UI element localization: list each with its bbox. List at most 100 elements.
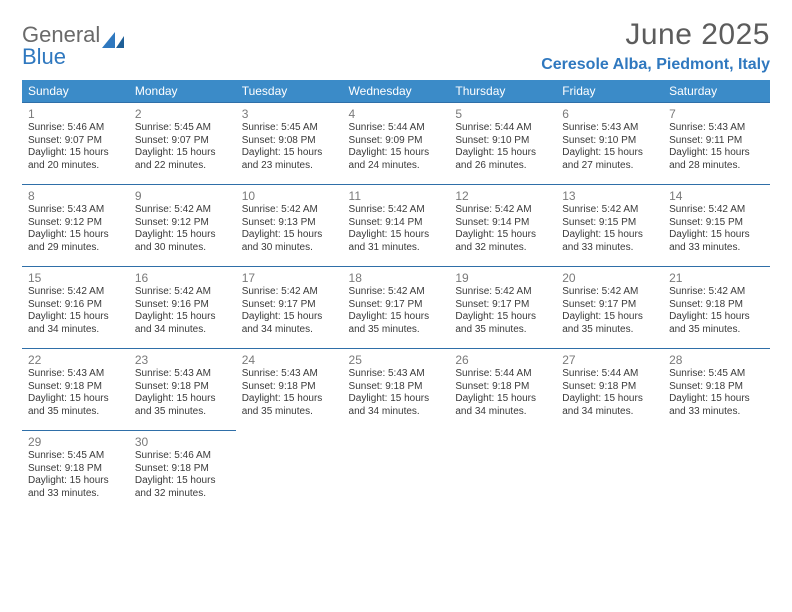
sunrise-line: Sunrise: 5:45 AM <box>242 122 339 135</box>
day-number: 11 <box>347 187 446 204</box>
calendar-week-row: 29Sunrise: 5:45 AMSunset: 9:18 PMDayligh… <box>22 431 770 513</box>
daylight-line-1: Daylight: 15 hours <box>28 475 125 488</box>
sunset-line: Sunset: 9:18 PM <box>455 381 552 394</box>
day-number: 1 <box>26 105 125 122</box>
calendar-day-cell: 5Sunrise: 5:44 AMSunset: 9:10 PMDaylight… <box>449 103 556 185</box>
day-info: Sunrise: 5:42 AMSunset: 9:17 PMDaylight:… <box>453 286 552 336</box>
dow-header-sunday: Sunday <box>22 80 129 103</box>
daylight-line-2: and 35 minutes. <box>562 324 659 337</box>
sunset-line: Sunset: 9:15 PM <box>562 217 659 230</box>
brand-logo: GeneralBlue <box>22 18 124 68</box>
daylight-line-1: Daylight: 15 hours <box>669 311 766 324</box>
sunrise-line: Sunrise: 5:42 AM <box>562 286 659 299</box>
calendar-empty-cell <box>236 431 343 513</box>
day-number: 9 <box>133 187 232 204</box>
daylight-line-1: Daylight: 15 hours <box>455 393 552 406</box>
sunrise-line: Sunrise: 5:45 AM <box>135 122 232 135</box>
sunset-line: Sunset: 9:18 PM <box>135 463 232 476</box>
sunset-line: Sunset: 9:10 PM <box>455 135 552 148</box>
calendar-page: GeneralBlue June 2025 Ceresole Alba, Pie… <box>0 0 792 523</box>
day-info: Sunrise: 5:43 AMSunset: 9:18 PMDaylight:… <box>240 368 339 418</box>
calendar-table: SundayMondayTuesdayWednesdayThursdayFrid… <box>22 80 770 513</box>
daylight-line-1: Daylight: 15 hours <box>242 229 339 242</box>
daylight-line-2: and 34 minutes. <box>455 406 552 419</box>
daylight-line-2: and 33 minutes. <box>28 488 125 501</box>
day-info: Sunrise: 5:42 AMSunset: 9:18 PMDaylight:… <box>667 286 766 336</box>
sunrise-line: Sunrise: 5:43 AM <box>242 368 339 381</box>
daylight-line-1: Daylight: 15 hours <box>455 311 552 324</box>
daylight-line-2: and 24 minutes. <box>349 160 446 173</box>
sunrise-line: Sunrise: 5:42 AM <box>349 286 446 299</box>
daylight-line-1: Daylight: 15 hours <box>669 393 766 406</box>
calendar-week-row: 22Sunrise: 5:43 AMSunset: 9:18 PMDayligh… <box>22 349 770 431</box>
day-number: 29 <box>26 433 125 450</box>
calendar-day-cell: 1Sunrise: 5:46 AMSunset: 9:07 PMDaylight… <box>22 103 129 185</box>
sunset-line: Sunset: 9:07 PM <box>135 135 232 148</box>
daylight-line-1: Daylight: 15 hours <box>669 147 766 160</box>
sunrise-line: Sunrise: 5:43 AM <box>562 122 659 135</box>
daylight-line-2: and 30 minutes. <box>135 242 232 255</box>
daylight-line-2: and 35 minutes. <box>135 406 232 419</box>
calendar-day-cell: 10Sunrise: 5:42 AMSunset: 9:13 PMDayligh… <box>236 185 343 267</box>
sunset-line: Sunset: 9:17 PM <box>562 299 659 312</box>
day-info: Sunrise: 5:44 AMSunset: 9:18 PMDaylight:… <box>560 368 659 418</box>
daylight-line-2: and 32 minutes. <box>455 242 552 255</box>
daylight-line-2: and 35 minutes. <box>455 324 552 337</box>
day-number: 10 <box>240 187 339 204</box>
sunset-line: Sunset: 9:18 PM <box>669 381 766 394</box>
calendar-day-cell: 11Sunrise: 5:42 AMSunset: 9:14 PMDayligh… <box>343 185 450 267</box>
sunset-line: Sunset: 9:14 PM <box>349 217 446 230</box>
day-number: 15 <box>26 269 125 286</box>
day-info: Sunrise: 5:42 AMSunset: 9:12 PMDaylight:… <box>133 204 232 254</box>
sunrise-line: Sunrise: 5:43 AM <box>135 368 232 381</box>
day-number: 12 <box>453 187 552 204</box>
daylight-line-1: Daylight: 15 hours <box>135 475 232 488</box>
daylight-line-2: and 33 minutes. <box>669 242 766 255</box>
daylight-line-1: Daylight: 15 hours <box>242 393 339 406</box>
calendar-week-row: 15Sunrise: 5:42 AMSunset: 9:16 PMDayligh… <box>22 267 770 349</box>
daylight-line-2: and 28 minutes. <box>669 160 766 173</box>
day-info: Sunrise: 5:43 AMSunset: 9:18 PMDaylight:… <box>133 368 232 418</box>
brand-part1: General <box>22 24 100 46</box>
sunrise-line: Sunrise: 5:44 AM <box>349 122 446 135</box>
calendar-day-cell: 4Sunrise: 5:44 AMSunset: 9:09 PMDaylight… <box>343 103 450 185</box>
calendar-day-cell: 22Sunrise: 5:43 AMSunset: 9:18 PMDayligh… <box>22 349 129 431</box>
sunset-line: Sunset: 9:12 PM <box>135 217 232 230</box>
day-number: 28 <box>667 351 766 368</box>
daylight-line-1: Daylight: 15 hours <box>28 311 125 324</box>
daylight-line-1: Daylight: 15 hours <box>28 229 125 242</box>
day-number: 2 <box>133 105 232 122</box>
calendar-day-cell: 30Sunrise: 5:46 AMSunset: 9:18 PMDayligh… <box>129 431 236 513</box>
day-info: Sunrise: 5:44 AMSunset: 9:10 PMDaylight:… <box>453 122 552 172</box>
calendar-week-row: 1Sunrise: 5:46 AM Sunset: 9:07 PM Daylight… <box>22 103 770 185</box>
calendar-day-cell: 16Sunrise: 5:42 AMSunset: 9:16 PMDayligh… <box>129 267 236 349</box>
daylight-line-1: Daylight: 15 hours <box>349 311 446 324</box>
day-number: 30 <box>133 433 232 450</box>
day-number: 16 <box>133 269 232 286</box>
calendar-empty-cell <box>663 431 770 513</box>
sunset-line: Sunset: 9:14 PM <box>455 217 552 230</box>
dow-header-tuesday: Tuesday <box>236 80 343 103</box>
logo-sail-icon <box>102 30 124 46</box>
sunrise-line: Sunrise: 5:42 AM <box>562 204 659 217</box>
daylight-line-1: Daylight: 15 hours <box>242 147 339 160</box>
daylight-line-2: and 20 minutes. <box>28 160 125 173</box>
calendar-empty-cell <box>556 431 663 513</box>
daylight-line-2: and 34 minutes. <box>135 324 232 337</box>
sunset-line: Sunset: 9:18 PM <box>349 381 446 394</box>
daylight-line-2: and 34 minutes. <box>562 406 659 419</box>
sunrise-line: Sunrise: 5:46 AM <box>28 122 125 135</box>
sunrise-line: Sunrise: 5:42 AM <box>669 204 766 217</box>
day-number: 4 <box>347 105 446 122</box>
sunrise-line: Sunrise: 5:46 AM <box>135 450 232 463</box>
day-number: 26 <box>453 351 552 368</box>
calendar-week-row: 8Sunrise: 5:43 AMSunset: 9:12 PMDaylight… <box>22 185 770 267</box>
day-number: 23 <box>133 351 232 368</box>
sunrise-line: Sunrise: 5:43 AM <box>28 368 125 381</box>
sunset-line: Sunset: 9:18 PM <box>242 381 339 394</box>
calendar-day-cell: 6Sunrise: 5:43 AMSunset: 9:10 PMDaylight… <box>556 103 663 185</box>
sunrise-line: Sunrise: 5:42 AM <box>242 204 339 217</box>
dow-header-wednesday: Wednesday <box>343 80 450 103</box>
location-subtitle: Ceresole Alba, Piedmont, Italy <box>541 56 770 74</box>
calendar-day-cell: 29Sunrise: 5:45 AMSunset: 9:18 PMDayligh… <box>22 431 129 513</box>
